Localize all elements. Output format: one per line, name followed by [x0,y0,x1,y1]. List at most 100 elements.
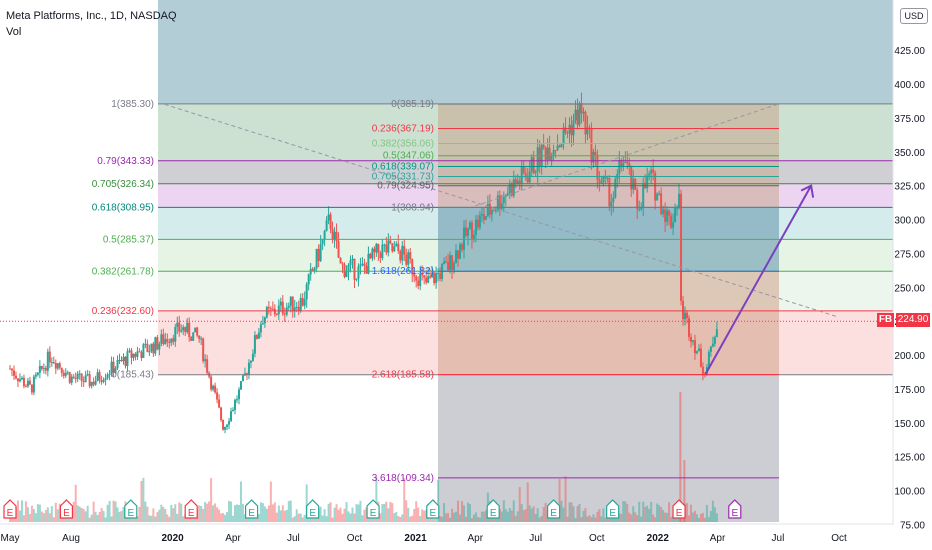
candle-body [397,243,400,252]
volume-bar [26,507,29,522]
candle-body [415,276,418,281]
candle-body [562,127,565,144]
candle-body [311,268,314,271]
volume-bar [202,508,205,522]
candle-body [508,183,511,194]
candle-body [54,363,57,369]
currency-badge[interactable]: USD [900,8,928,24]
candle-body [711,343,714,347]
candle-body [654,172,657,201]
volume-bar [482,511,485,522]
volume-bar [415,501,418,522]
earnings-icon-letter: E [550,508,557,519]
volume-bar [345,502,348,522]
volume-bar [76,505,79,522]
volume-bar [409,516,412,522]
volume-bar [628,512,631,522]
candle-body [423,275,426,278]
volume-bar [636,515,639,522]
candle-body [395,243,398,247]
volume-bar [54,502,57,522]
candle-body [371,248,374,259]
fib-label-left: 1(385.30) [111,99,154,110]
candle-body [472,234,475,240]
candle-body [672,222,675,228]
candle-body [604,175,607,179]
candle-body [68,372,71,383]
y-tick-label: 175.00 [894,385,925,396]
volume-bar [584,507,587,522]
volume-bar [618,513,621,522]
candle-body [512,179,515,196]
candle-body [315,248,318,269]
candle-body [22,377,25,387]
volume-bar [182,516,185,522]
candle-body [373,248,376,253]
price-candles [9,92,718,434]
volume-bar [114,501,117,522]
volume-bar [528,505,531,522]
volume-bar [12,516,15,522]
candle-body [48,351,51,363]
x-tick-label: 2022 [647,533,670,544]
x-tick-label: Oct [347,533,363,544]
candle-body [574,109,577,121]
candle-body [32,376,35,393]
volume-bar [500,511,503,522]
y-tick-label: 125.00 [894,453,925,464]
volume-bar [449,517,452,522]
volume-bar [695,514,698,522]
x-tick-label: Jul [529,533,542,544]
volume-bar [498,508,501,522]
candle-body [468,222,471,229]
candle-body [455,250,458,263]
volume-bar [699,513,702,522]
symbol-title[interactable]: Meta Platforms, Inc., 1D, NASDAQ [6,10,177,22]
fib-label-right: 0.705(331.73) [372,172,434,183]
volume-bar [459,514,462,522]
candle-body [192,332,195,341]
volume-bar [100,508,103,522]
candle-body [598,179,601,183]
candle-body [443,261,446,265]
volume-bar [602,508,605,522]
volume-bar [604,517,607,522]
candle-body [138,351,141,353]
y-tick-label: 375.00 [894,114,925,125]
x-tick-label: 2020 [161,533,184,544]
fib-zone-top [158,0,893,104]
candle-body [142,344,145,358]
volume-bar [287,501,290,522]
candle-body [709,346,712,352]
volume-bar [407,507,410,522]
candle-body [474,219,477,235]
volume-bar [453,512,456,522]
x-tick-label: 2021 [404,533,427,544]
volume-bar [550,515,553,522]
volume-bar [478,517,481,522]
candle-body [353,258,356,280]
candle-body [204,359,207,362]
volume-bar [530,508,533,522]
candle-body [548,147,551,160]
fib-label-right: 3.618(109.34) [372,473,434,484]
candle-body [646,175,649,189]
candle-body [122,356,125,362]
candle-body [339,257,342,264]
fib-label-right: 0.382(356.06) [372,139,434,150]
volume-bar [289,500,292,522]
volume-bar [397,516,400,522]
volume-bar [28,513,31,522]
volume-bar [451,508,454,522]
volume-bar [321,515,324,522]
candle-body [84,375,87,383]
candle-body [502,195,505,204]
candle-body [34,374,37,377]
volume-indicator-label[interactable]: Vol [6,26,22,38]
x-tick-label: Oct [831,533,847,544]
volume-bar [405,500,408,522]
candle-body [421,273,424,276]
candle-body [445,261,448,263]
earnings-icon [486,499,500,519]
